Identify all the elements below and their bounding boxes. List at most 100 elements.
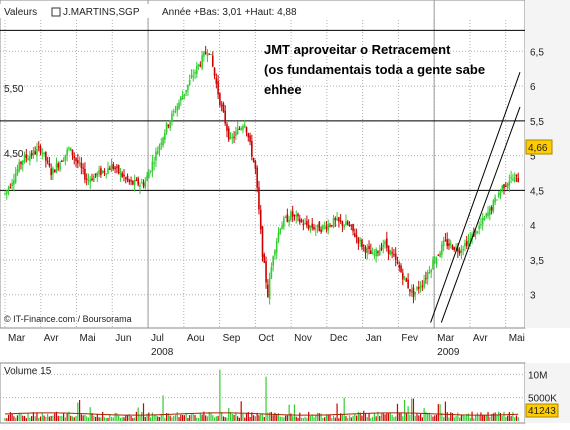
candle-body bbox=[494, 197, 496, 203]
volume-bar bbox=[393, 416, 395, 421]
volume-bar bbox=[244, 417, 246, 421]
candle-body bbox=[416, 287, 418, 290]
volume-bar bbox=[487, 411, 489, 421]
volume-bar bbox=[510, 416, 512, 421]
volume-bar bbox=[208, 412, 210, 421]
candle-body bbox=[171, 113, 173, 123]
candle-body bbox=[323, 225, 326, 227]
candle-body bbox=[219, 93, 221, 106]
candle-body bbox=[270, 267, 273, 279]
candle-body bbox=[309, 226, 312, 228]
candle-body bbox=[444, 239, 447, 241]
volume-bar bbox=[110, 417, 113, 421]
volume-bar bbox=[180, 414, 182, 421]
price-axis-area bbox=[525, 0, 570, 328]
volume-bar bbox=[261, 413, 264, 421]
candle-body bbox=[172, 111, 175, 113]
volume-bar bbox=[277, 412, 280, 421]
candle-body bbox=[314, 228, 317, 230]
volume-bar bbox=[281, 416, 283, 421]
volume-bar bbox=[350, 417, 352, 421]
volume-bar bbox=[428, 412, 431, 421]
volume-bar bbox=[332, 415, 335, 421]
candle-body bbox=[254, 161, 257, 169]
candle-body bbox=[162, 137, 164, 146]
volume-bar bbox=[63, 412, 65, 421]
candle-body bbox=[85, 178, 88, 180]
candle-body bbox=[144, 181, 147, 188]
candle-body bbox=[263, 254, 266, 263]
candle-body bbox=[197, 64, 200, 67]
candle-body bbox=[82, 167, 84, 169]
candle-body bbox=[386, 238, 388, 248]
candle-body bbox=[481, 218, 484, 224]
volume-bar bbox=[25, 418, 27, 421]
candle-body bbox=[510, 177, 512, 179]
volume-bar bbox=[219, 369, 221, 421]
candle-body bbox=[391, 252, 393, 254]
candle-body bbox=[27, 158, 29, 160]
volume-bar bbox=[306, 417, 308, 421]
candle-body bbox=[165, 122, 168, 133]
volume-bar bbox=[437, 404, 439, 421]
volume-bar bbox=[347, 418, 349, 421]
candle-body bbox=[261, 226, 264, 258]
volume-bar bbox=[41, 412, 43, 421]
volume-bar bbox=[270, 411, 272, 421]
month-label: Mar bbox=[437, 333, 455, 344]
candle-body bbox=[489, 207, 491, 215]
candle-body bbox=[394, 253, 397, 260]
volume-bar bbox=[338, 418, 340, 421]
candle-body bbox=[465, 241, 468, 247]
candle-body bbox=[251, 141, 253, 157]
volume-bar bbox=[144, 416, 146, 421]
candle-body bbox=[313, 226, 315, 230]
volume-bar bbox=[233, 414, 235, 421]
candle-body bbox=[501, 185, 504, 191]
candle-body bbox=[183, 93, 186, 97]
candle-body bbox=[382, 244, 385, 248]
volume-bar bbox=[73, 417, 75, 421]
volume-bar bbox=[382, 413, 384, 421]
volume-bar bbox=[263, 416, 265, 421]
candle-body bbox=[105, 173, 108, 175]
volume-bar bbox=[205, 415, 207, 421]
volume-bar bbox=[464, 415, 466, 421]
volume-bar bbox=[146, 413, 148, 421]
candle-body bbox=[156, 150, 159, 155]
price-tick-label: 4,5 bbox=[530, 186, 544, 197]
candle-body bbox=[160, 142, 163, 146]
candle-body bbox=[259, 210, 262, 230]
candle-body bbox=[469, 237, 472, 241]
candle-body bbox=[174, 111, 177, 113]
candle-body bbox=[62, 159, 65, 162]
candle-body bbox=[57, 163, 60, 168]
volume-bar bbox=[292, 416, 294, 421]
candle-body bbox=[7, 187, 10, 190]
candle-body bbox=[343, 225, 345, 228]
volume-bar bbox=[105, 417, 107, 421]
candle-body bbox=[229, 137, 232, 139]
volume-bar bbox=[496, 414, 498, 421]
volume-bar bbox=[148, 412, 150, 421]
volume-bar bbox=[256, 412, 258, 421]
volume-bar bbox=[39, 416, 42, 421]
volume-bar bbox=[322, 418, 324, 421]
volume-bar bbox=[272, 415, 274, 421]
candle-body bbox=[215, 78, 218, 84]
volume-bar bbox=[469, 417, 471, 421]
month-label: Jun bbox=[115, 333, 131, 344]
candle-body bbox=[126, 175, 129, 180]
candle-body bbox=[256, 167, 258, 188]
candle-body bbox=[487, 212, 489, 216]
volume-bar bbox=[471, 411, 473, 421]
volume-bar bbox=[423, 408, 425, 421]
volume-bar bbox=[238, 417, 241, 421]
volume-bar bbox=[64, 417, 66, 421]
header-ticker: J.MARTINS,SGP bbox=[63, 7, 140, 18]
candle-body bbox=[9, 186, 12, 188]
volume-bar bbox=[55, 411, 58, 421]
candle-body bbox=[506, 183, 509, 189]
volume-average-polyline bbox=[4, 412, 519, 416]
